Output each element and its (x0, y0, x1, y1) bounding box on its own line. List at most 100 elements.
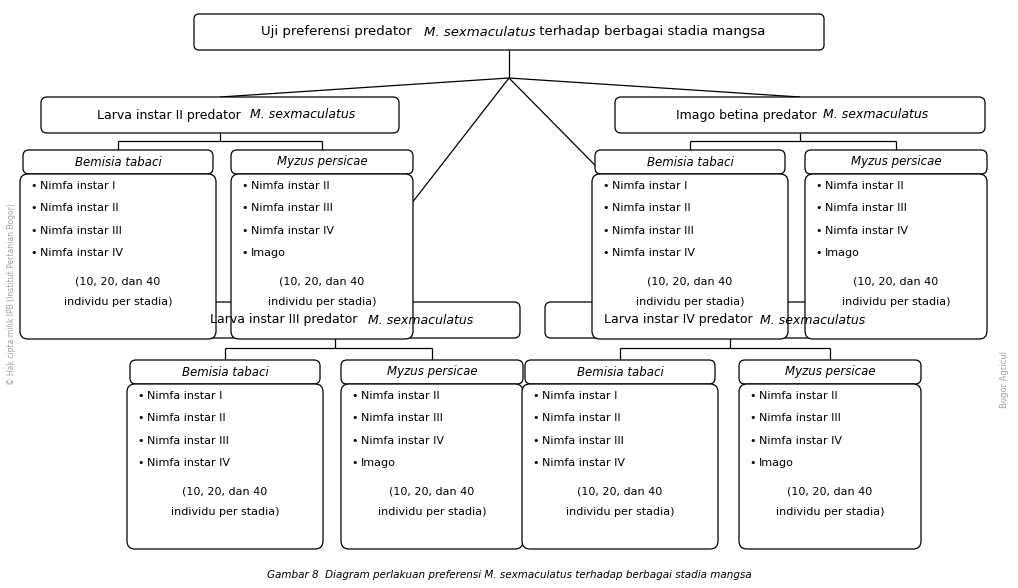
Text: Nimfa instar IV: Nimfa instar IV (40, 248, 123, 258)
Text: individu per stadia): individu per stadia) (378, 507, 487, 517)
FancyBboxPatch shape (231, 174, 413, 339)
Text: •: • (749, 391, 755, 401)
Text: Nimfa instar III: Nimfa instar III (825, 203, 907, 213)
Text: Nimfa instar III: Nimfa instar III (361, 413, 443, 423)
Text: •: • (137, 413, 144, 423)
Text: (10, 20, dan 40: (10, 20, dan 40 (182, 487, 268, 497)
FancyBboxPatch shape (130, 360, 320, 384)
Text: •: • (749, 413, 755, 423)
Text: •: • (602, 226, 609, 236)
Text: Nimfa instar I: Nimfa instar I (147, 391, 222, 401)
Text: Nimfa instar IV: Nimfa instar IV (612, 248, 695, 258)
FancyBboxPatch shape (595, 150, 785, 174)
Text: Nimfa instar IV: Nimfa instar IV (759, 436, 842, 446)
FancyBboxPatch shape (805, 150, 987, 174)
Text: •: • (30, 248, 37, 258)
FancyBboxPatch shape (739, 384, 921, 549)
Text: •: • (137, 436, 144, 446)
Text: Imago: Imago (759, 458, 794, 468)
Text: individu per stadia): individu per stadia) (842, 297, 950, 307)
Text: Myzus persicae: Myzus persicae (387, 366, 477, 379)
Text: Nimfa instar III: Nimfa instar III (40, 226, 122, 236)
Text: •: • (30, 181, 37, 191)
Text: Imago: Imago (251, 248, 286, 258)
FancyBboxPatch shape (20, 174, 216, 339)
Text: individu per stadia): individu per stadia) (171, 507, 279, 517)
Text: (10, 20, dan 40: (10, 20, dan 40 (853, 277, 939, 287)
Text: Imago: Imago (825, 248, 860, 258)
Text: Imago betina predator: Imago betina predator (676, 109, 821, 122)
Text: •: • (241, 226, 247, 236)
Text: •: • (137, 391, 144, 401)
Text: Nimfa instar IV: Nimfa instar IV (825, 226, 908, 236)
FancyBboxPatch shape (150, 302, 520, 338)
FancyBboxPatch shape (592, 174, 788, 339)
Text: © Hak cipta milik IPB (Institut Pertanian Bogor): © Hak cipta milik IPB (Institut Pertania… (7, 203, 16, 385)
Text: Nimfa instar II: Nimfa instar II (40, 203, 119, 213)
Text: Nimfa instar I: Nimfa instar I (40, 181, 115, 191)
Text: Bogor Agricul: Bogor Agricul (1001, 352, 1010, 409)
Text: •: • (815, 226, 822, 236)
Text: M. sexmaculatus: M. sexmaculatus (249, 109, 355, 122)
Text: Nimfa instar III: Nimfa instar III (759, 413, 841, 423)
Text: M. sexmaculatus: M. sexmaculatus (759, 313, 865, 326)
Text: Gambar 8  Diagram perlakuan preferensi M. sexmaculatus terhadap berbagai stadia : Gambar 8 Diagram perlakuan preferensi M.… (267, 570, 751, 580)
Text: •: • (602, 181, 609, 191)
Text: •: • (602, 203, 609, 213)
FancyBboxPatch shape (739, 360, 921, 384)
Text: Larva instar II predator: Larva instar II predator (97, 109, 240, 122)
Text: M. sexmaculatus: M. sexmaculatus (823, 109, 928, 122)
Text: individu per stadia): individu per stadia) (64, 297, 172, 307)
Text: (10, 20, dan 40: (10, 20, dan 40 (647, 277, 733, 287)
Text: Nimfa instar II: Nimfa instar II (361, 391, 440, 401)
Text: M. sexmaculatus: M. sexmaculatus (425, 25, 535, 38)
Text: •: • (351, 458, 357, 468)
Text: (10, 20, dan 40: (10, 20, dan 40 (279, 277, 364, 287)
Text: •: • (137, 458, 144, 468)
Text: Nimfa instar II: Nimfa instar II (759, 391, 838, 401)
Text: •: • (351, 391, 357, 401)
Text: (10, 20, dan 40: (10, 20, dan 40 (75, 277, 161, 287)
Text: •: • (241, 248, 247, 258)
Text: Nimfa instar II: Nimfa instar II (825, 181, 904, 191)
Text: •: • (532, 391, 539, 401)
Text: Nimfa instar II: Nimfa instar II (251, 181, 330, 191)
FancyBboxPatch shape (615, 97, 985, 133)
Text: •: • (815, 248, 822, 258)
FancyBboxPatch shape (341, 360, 523, 384)
Text: (10, 20, dan 40: (10, 20, dan 40 (389, 487, 474, 497)
Text: •: • (815, 203, 822, 213)
FancyBboxPatch shape (805, 174, 987, 339)
Text: •: • (602, 248, 609, 258)
FancyBboxPatch shape (194, 14, 824, 50)
Text: Nimfa instar II: Nimfa instar II (147, 413, 226, 423)
FancyBboxPatch shape (127, 384, 323, 549)
Text: Bemisia tabaci: Bemisia tabaci (181, 366, 269, 379)
FancyBboxPatch shape (41, 97, 399, 133)
FancyBboxPatch shape (341, 384, 523, 549)
Text: Bemisia tabaci: Bemisia tabaci (576, 366, 664, 379)
Text: M. sexmaculatus: M. sexmaculatus (369, 313, 473, 326)
Text: Bemisia tabaci: Bemisia tabaci (646, 155, 733, 169)
Text: Nimfa instar III: Nimfa instar III (251, 203, 333, 213)
Text: Nimfa instar III: Nimfa instar III (147, 436, 229, 446)
Text: Larva instar IV predator: Larva instar IV predator (604, 313, 752, 326)
Text: Uji preferensi predator: Uji preferensi predator (261, 25, 416, 38)
FancyBboxPatch shape (23, 150, 213, 174)
Text: •: • (532, 436, 539, 446)
Text: Bemisia tabaci: Bemisia tabaci (74, 155, 162, 169)
Text: •: • (30, 203, 37, 213)
Text: Nimfa instar III: Nimfa instar III (542, 436, 624, 446)
Text: •: • (532, 458, 539, 468)
Text: •: • (749, 436, 755, 446)
FancyBboxPatch shape (231, 150, 413, 174)
Text: Myzus persicae: Myzus persicae (851, 155, 942, 169)
FancyBboxPatch shape (545, 302, 915, 338)
Text: •: • (532, 413, 539, 423)
Text: Nimfa instar IV: Nimfa instar IV (147, 458, 230, 468)
Text: Nimfa instar II: Nimfa instar II (542, 413, 621, 423)
Text: •: • (351, 436, 357, 446)
Text: individu per stadia): individu per stadia) (566, 507, 674, 517)
Text: (10, 20, dan 40: (10, 20, dan 40 (577, 487, 663, 497)
Text: Nimfa instar I: Nimfa instar I (542, 391, 617, 401)
